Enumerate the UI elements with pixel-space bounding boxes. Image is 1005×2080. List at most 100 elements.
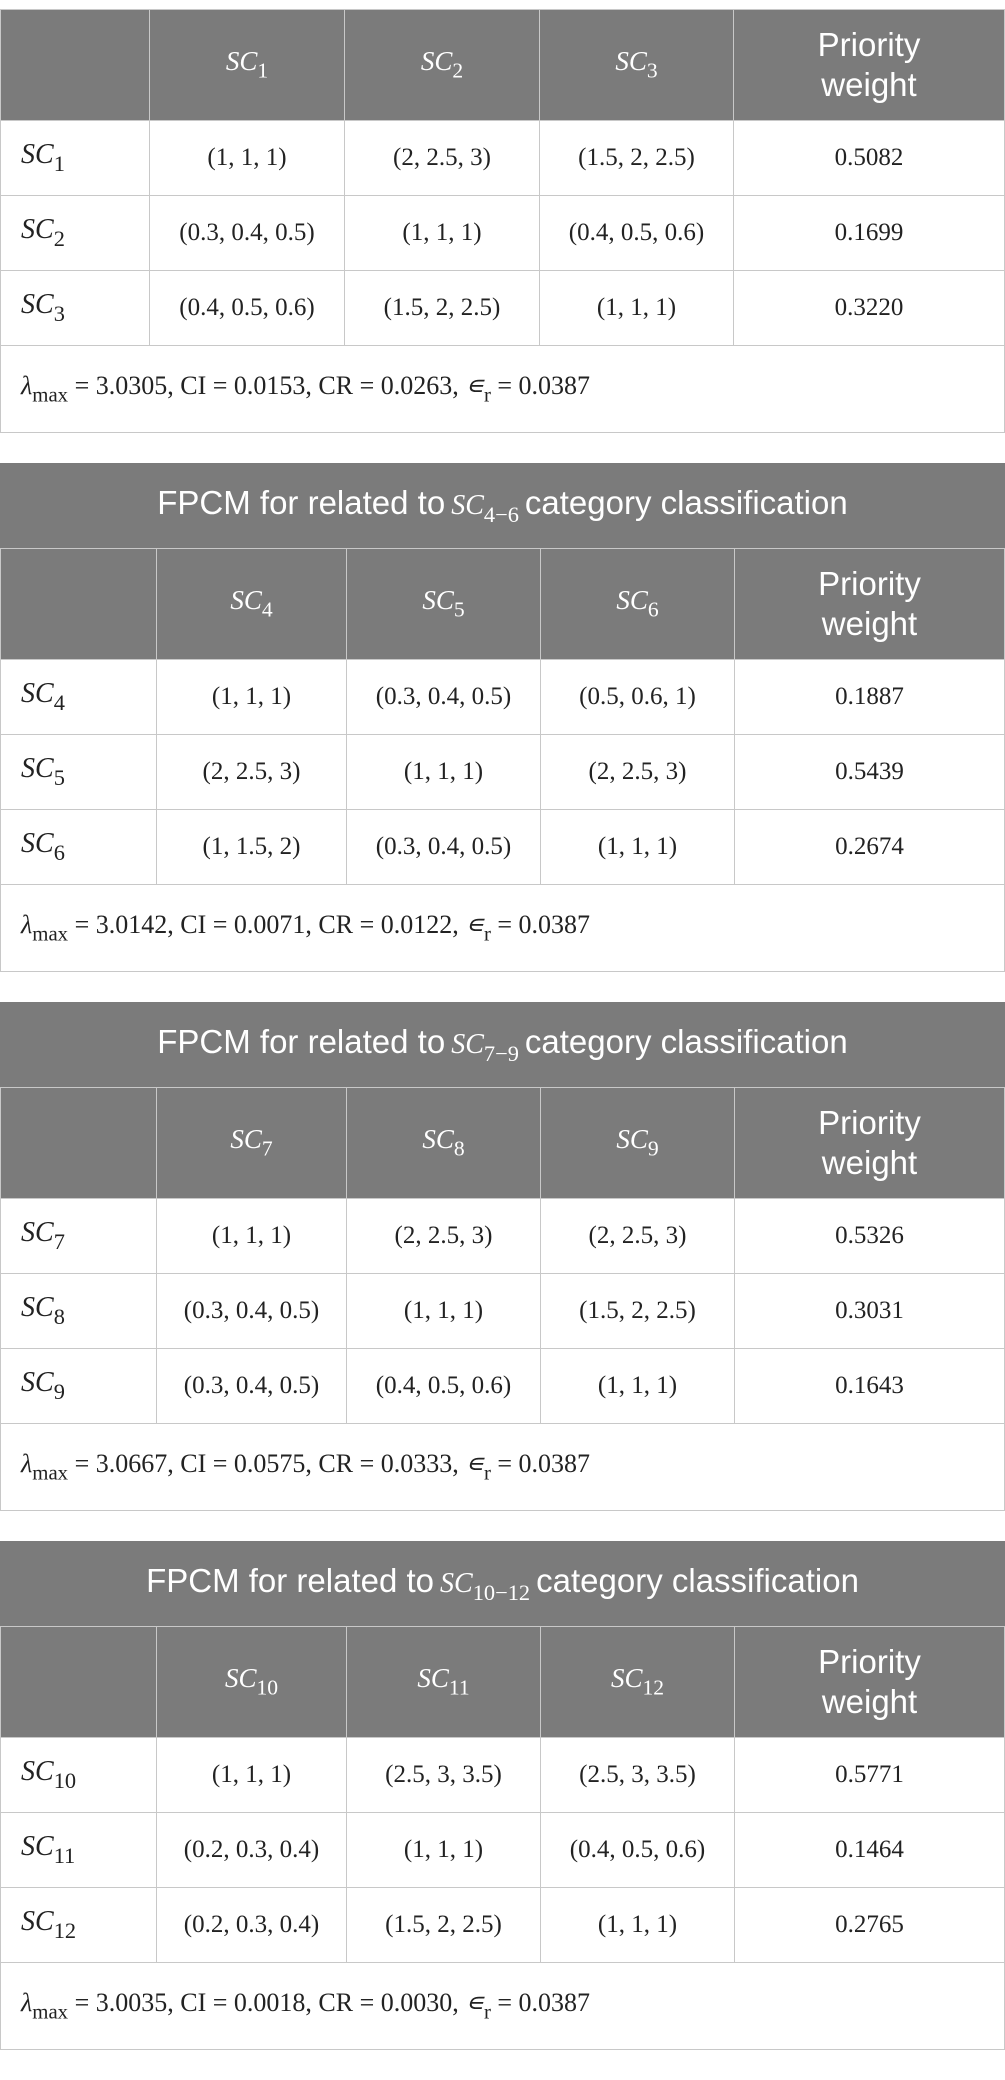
title-text: FPCM for related to [157, 484, 446, 522]
row-label: SC11 [0, 1812, 157, 1888]
label-base: SC [451, 490, 484, 522]
weight-cell: 0.2765 [733, 1887, 1005, 1963]
row-label: SC3 [0, 270, 150, 346]
title-label: SC4−6 [451, 490, 519, 527]
data-row: SC3 (0.4, 0.5, 0.6) (1.5, 2, 2.5) (1, 1, 1)… [0, 270, 1005, 346]
label-sub: 10−12 [472, 1579, 531, 1605]
cell: (1.5, 2, 2.5) [540, 1273, 735, 1349]
header-cell: SC3 [539, 9, 734, 121]
label-base: SC [420, 46, 453, 77]
cell: (1, 1, 1) [346, 734, 541, 810]
label-sub: 3 [646, 58, 658, 83]
label-base: SC [422, 1124, 454, 1155]
footer-sub: max [32, 922, 69, 946]
label-sub: 1 [53, 150, 65, 176]
cell: (1.5, 2, 2.5) [344, 270, 540, 346]
header-cell: SC7 [156, 1087, 347, 1199]
label-base: SC [21, 678, 54, 710]
cell: (2.5, 3, 3.5) [346, 1737, 541, 1813]
title-row: FPCM for related to SC10−12 category class… [0, 1541, 1005, 1627]
label-base: SC [21, 828, 54, 860]
cell: (1, 1, 1) [156, 1198, 347, 1274]
weight-cell: 0.1699 [733, 195, 1005, 271]
cell: (0.3, 0.4, 0.5) [156, 1348, 347, 1424]
footer-sub: r [483, 922, 491, 946]
label-base: SC [21, 139, 54, 171]
data-row: SC6 (1, 1.5, 2) (0.3, 0.4, 0.5) (1, 1, 1) 0.… [0, 809, 1005, 885]
footer-symbol: λ [21, 909, 33, 939]
data-row: SC8 (0.3, 0.4, 0.5) (1, 1, 1) (1.5, 2, 2.5)… [0, 1273, 1005, 1349]
label-sub: 2 [53, 225, 65, 251]
cell: (2, 2.5, 3) [344, 120, 540, 196]
cell: (1, 1, 1) [539, 270, 734, 346]
label-sub: 6 [53, 839, 65, 865]
row-label: SC6 [0, 809, 157, 885]
footer: λmax = 3.0142, CI = 0.0071, CR = 0.0122,… [0, 884, 1005, 972]
weight-cell: 0.3220 [733, 270, 1005, 346]
row-label: SC8 [0, 1273, 157, 1349]
header-row: SC7 SC8 SC9 Priority weight [0, 1087, 1005, 1199]
header-cell: Priority weight [734, 1087, 1005, 1199]
header-cell [0, 548, 157, 660]
footer-sub: r [483, 2000, 491, 2024]
label-base: SC [224, 1663, 257, 1694]
cell: (1, 1, 1) [156, 1737, 347, 1813]
footer-text: = 3.0142, CI = 0.0071, CR = 0.0122, [68, 909, 466, 939]
header-cell: Priority weight [733, 1626, 1005, 1738]
footer: λmax = 3.0035, CI = 0.0018, CR = 0.0030,… [0, 1962, 1005, 2050]
weight-cell: 0.1643 [734, 1348, 1005, 1424]
row-label: SC7 [0, 1198, 157, 1274]
label-base: SC [230, 585, 262, 616]
label-sub: 5 [53, 764, 65, 790]
label-sub: 4−6 [483, 501, 519, 527]
footer-text: = 0.0387 [490, 1987, 591, 2017]
weight-cell: 0.1464 [733, 1812, 1005, 1888]
label-sub: 10 [256, 1675, 279, 1700]
cell: (1.5, 2, 2.5) [539, 120, 734, 196]
matrix-table: FPCM for related to SC4−6 category classif… [0, 463, 1005, 972]
label-sub: 12 [53, 1917, 77, 1943]
weight-label: Priority weight [818, 1643, 921, 1720]
label-base: SC [616, 1124, 648, 1155]
header-row: SC1 SC2 SC3 Priority weight [0, 9, 1005, 121]
header-cell: SC12 [540, 1626, 735, 1738]
title-text: category classification [524, 484, 848, 522]
label-base: SC [21, 289, 54, 321]
row-label: SC9 [0, 1348, 157, 1424]
title-text: category classification [524, 1023, 848, 1061]
header-cell: SC2 [344, 9, 540, 121]
footer-text: = 3.0667, CI = 0.0575, CR = 0.0333, [68, 1448, 466, 1478]
label-base: SC [21, 1217, 54, 1249]
header-cell: Priority weight [734, 548, 1005, 660]
header-cell: SC5 [346, 548, 541, 660]
weight-cell: 0.5771 [733, 1737, 1005, 1813]
title-text: category classification [536, 1562, 859, 1600]
header-cell: SC8 [346, 1087, 541, 1199]
table-title: FPCM for related to SC10−12 category class… [0, 1541, 1005, 1627]
header-cell [0, 9, 150, 121]
weight-cell: 0.5082 [733, 120, 1005, 196]
cell: (0.4, 0.5, 0.6) [540, 1812, 735, 1888]
cell: (1.5, 2, 2.5) [346, 1887, 541, 1963]
label-sub: 11 [448, 1675, 470, 1700]
footer-symbol: ∊ [465, 1987, 484, 2017]
cell: (0.4, 0.5, 0.6) [149, 270, 345, 346]
label-sub: 3 [53, 300, 65, 326]
row-label: SC2 [0, 195, 150, 271]
footer-symbol: λ [21, 1987, 33, 2017]
footer-row: λmax = 3.0142, CI = 0.0071, CR = 0.0122,… [0, 884, 1005, 972]
label-base: SC [417, 1663, 449, 1694]
cell: (0.2, 0.3, 0.4) [156, 1887, 347, 1963]
matrix-table: FPCM for related to SC7−9 category classif… [0, 1002, 1005, 1511]
footer-text: = 0.0387 [490, 370, 591, 400]
footer-symbol: λ [21, 1448, 33, 1478]
row-label: SC4 [0, 659, 157, 735]
label-base: SC [230, 1124, 262, 1155]
title-label: SC7−9 [451, 1029, 519, 1066]
cell: (1, 1, 1) [344, 195, 540, 271]
label-base: SC [21, 1831, 54, 1863]
label-sub: 4 [53, 689, 65, 715]
weight-cell: 0.3031 [734, 1273, 1005, 1349]
weight-label: Priority weight [818, 565, 921, 642]
